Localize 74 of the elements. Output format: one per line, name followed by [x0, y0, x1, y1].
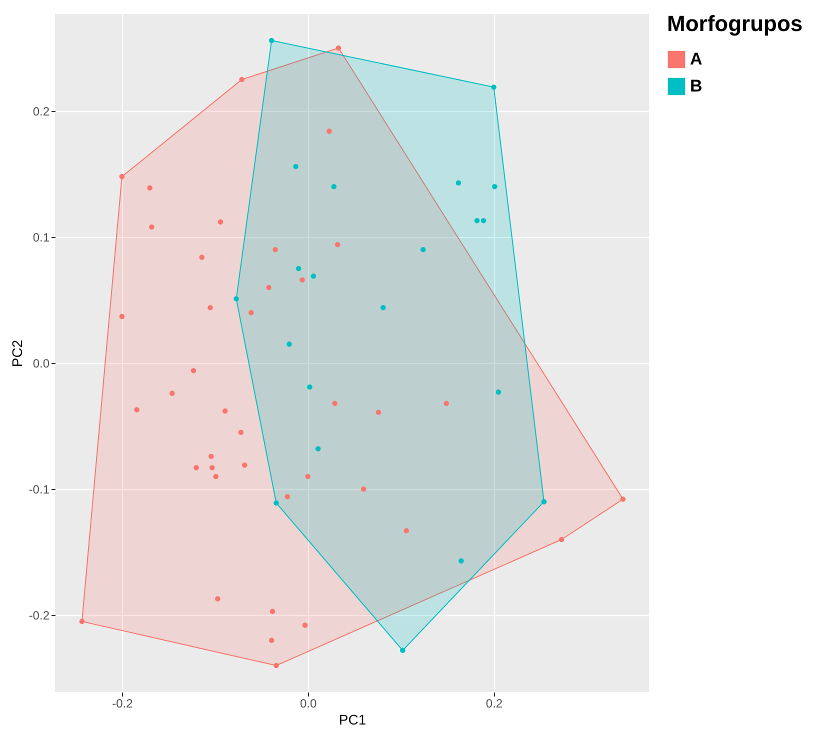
point [404, 528, 410, 534]
point [134, 407, 140, 412]
point [331, 184, 337, 190]
point [272, 247, 278, 252]
point [300, 277, 305, 283]
point [266, 284, 272, 290]
point [215, 596, 220, 602]
point [334, 242, 340, 248]
x-tick-label: -0.2 [112, 696, 134, 710]
point [149, 224, 154, 230]
point [208, 304, 213, 310]
point [213, 474, 218, 480]
point [315, 446, 321, 452]
legend-label: B [690, 76, 702, 96]
point [286, 342, 292, 347]
point [293, 164, 298, 170]
point [274, 662, 279, 668]
point [199, 254, 205, 260]
point [492, 184, 498, 190]
point [222, 408, 228, 414]
point [169, 390, 175, 396]
x-tick-label: 0.2 [486, 696, 503, 710]
y-tick-label: 0.1 [32, 230, 50, 245]
point [268, 38, 274, 44]
point [456, 180, 462, 186]
point [541, 499, 547, 504]
point [296, 266, 302, 272]
legend-title: Morfogrupos [667, 11, 803, 36]
y-tick-label: -0.1 [28, 482, 50, 497]
x-tick-label: 0.0 [300, 696, 318, 710]
point [302, 622, 308, 628]
point [474, 218, 480, 224]
y-tick-label: 0.0 [32, 356, 50, 371]
point [376, 410, 382, 415]
point [194, 465, 199, 470]
point [420, 247, 426, 252]
point [336, 45, 342, 51]
point [147, 185, 152, 191]
point [444, 400, 449, 406]
point [119, 174, 125, 180]
point [239, 76, 244, 82]
point [310, 273, 316, 279]
point [305, 474, 310, 480]
y-tick-label: 0.2 [32, 104, 50, 119]
point [218, 219, 224, 225]
point [268, 638, 274, 643]
legend-label: A [690, 50, 702, 68]
point [79, 618, 85, 624]
point [480, 218, 486, 224]
y-tick-label: -0.2 [28, 608, 50, 623]
point [400, 648, 406, 654]
y-axis-title: PC2 [8, 340, 25, 368]
point [270, 608, 276, 614]
point [307, 384, 312, 390]
x-axis-title: PC1 [338, 712, 366, 728]
point [274, 500, 279, 506]
point [242, 462, 248, 468]
point [332, 400, 338, 406]
point [248, 310, 254, 316]
point [284, 494, 290, 500]
point [496, 389, 502, 395]
point [360, 486, 366, 492]
point [119, 314, 125, 320]
point [326, 128, 332, 134]
point [190, 368, 196, 374]
point [238, 430, 244, 436]
point [491, 84, 496, 90]
point [620, 496, 626, 502]
point [234, 296, 239, 302]
point [208, 454, 214, 459]
point [558, 536, 564, 542]
point [380, 304, 386, 310]
point [209, 465, 215, 470]
point [458, 558, 464, 564]
